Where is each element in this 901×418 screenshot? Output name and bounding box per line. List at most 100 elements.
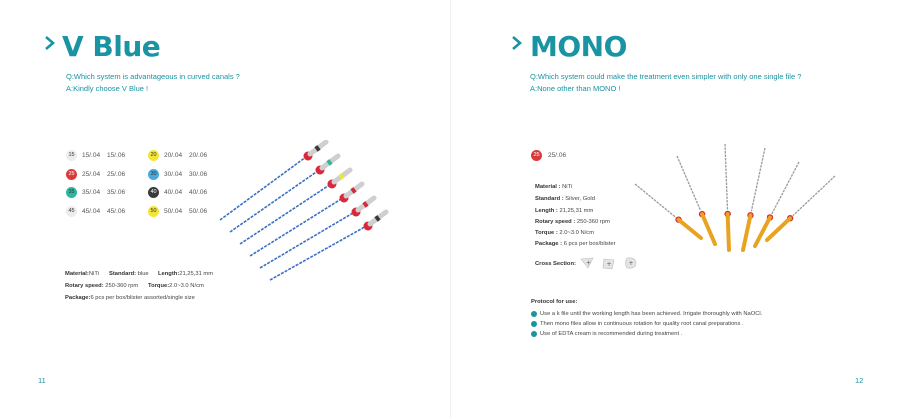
file-shaft (239, 181, 335, 245)
size-label: 40/.06 (189, 189, 208, 196)
file-handle (725, 211, 731, 252)
spec-package: Package : 6 pcs per box/blister (535, 241, 616, 247)
bullet-icon (531, 311, 537, 317)
protocol-heading: Protocol for use: (531, 299, 578, 305)
size-label: 45/.04 (82, 208, 101, 215)
file-shaft (792, 175, 836, 217)
file-shaft (259, 209, 359, 269)
file-color-band (350, 187, 357, 194)
size-row: 15 15/.04 15/.06 (66, 150, 146, 164)
page-title: V Blue (62, 30, 161, 63)
file-color-band (326, 159, 333, 166)
left-page: V Blue Q:Which system is advantageous in… (0, 0, 450, 418)
file-shaft (229, 167, 323, 233)
size-label: 25/.04 (82, 171, 101, 178)
size-label: 45/.06 (107, 208, 126, 215)
spec-rotary-speed: Rotary speed : 250-360 rpm (535, 219, 610, 225)
page-spine (450, 0, 451, 418)
size-row: 25 25/.06 (531, 150, 591, 164)
size-label: 15/.06 (107, 152, 126, 159)
file-shaft (634, 183, 677, 218)
size-dot: 25 (66, 169, 77, 180)
file-shaft (219, 153, 311, 221)
file-color-band (314, 145, 321, 152)
size-row: 20 20/.04 20/.06 (148, 150, 228, 164)
spec-torque: Torque : 2.0~3.0 N/cm (535, 230, 595, 236)
size-label: 25/.06 (548, 152, 567, 159)
answer-text: A:Kindly choose V Blue ! (66, 84, 149, 93)
size-row: 25 25/.04 25/.06 (66, 169, 146, 183)
spec-length: Length:21,25,31 mm (158, 271, 214, 277)
size-dot: 40 (148, 187, 159, 198)
file-shaft (269, 223, 371, 281)
page-number: 11 (38, 376, 46, 385)
file-shaft (676, 155, 702, 211)
file-shaft (771, 161, 800, 215)
size-dot: 45 (66, 206, 77, 217)
answer-text: A:None other than MONO ! (530, 84, 621, 93)
file-handle (753, 215, 772, 248)
file-color-band (374, 215, 381, 222)
bullet-icon (531, 321, 537, 327)
svg-text:+: + (629, 260, 634, 267)
file-handle (700, 212, 717, 246)
spec-package: Package:6 pcs per box/blister assorted/s… (65, 295, 195, 301)
size-label: 50/.06 (189, 208, 208, 215)
protocol-item-text: Use a k file until the working length ha… (540, 311, 763, 317)
size-label: 30/.06 (189, 171, 208, 178)
size-row: 30 30/.04 30/.06 (148, 169, 228, 183)
protocol-item-text: Then mono files allow in continuous rota… (540, 321, 744, 327)
file-shaft (724, 143, 729, 210)
file-color-band (338, 173, 345, 180)
right-page: MONO Q:Which system could make the treat… (451, 0, 901, 418)
svg-text:+: + (586, 260, 591, 267)
spec-rotary-speed: Rotary speed: 250-360 rpm (65, 283, 139, 289)
question-text: Q:Which system is advantageous in curved… (66, 72, 240, 81)
file-handle (741, 213, 753, 252)
size-label: 15/.04 (82, 152, 101, 159)
cross-section-icon: + (601, 257, 617, 271)
size-row: 45 45/.04 45/.06 (66, 206, 146, 220)
file-color-band (362, 201, 369, 208)
size-dot: 25 (531, 150, 542, 161)
size-dot: 30 (148, 169, 159, 180)
size-row: 40 40/.04 40/.06 (148, 187, 228, 201)
chevron-right-icon (44, 36, 56, 50)
cross-section-label: Cross Section: (535, 261, 576, 267)
page-title: MONO (530, 30, 627, 63)
cross-section-icon: + (579, 256, 595, 270)
mono-files-illustration (634, 143, 836, 252)
spec-torque: Torque:2.0~3.0 N/cm (148, 283, 204, 289)
bullet-icon (531, 331, 537, 337)
size-label: 35/.04 (82, 189, 101, 196)
size-row: 50 50/.04 50/.06 (148, 206, 228, 220)
size-label: 20/.04 (164, 152, 183, 159)
size-label: 30/.04 (164, 171, 183, 178)
page-number: 12 (855, 376, 864, 385)
file-handle (765, 216, 793, 242)
size-dot: 20 (148, 150, 159, 161)
question-text: Q:Which system could make the treatment … (530, 72, 802, 81)
spec-standard: Standard: blue (109, 271, 149, 277)
size-dot: 35 (66, 187, 77, 198)
spec-standard: Standard : Silver, Gold (535, 196, 595, 202)
cross-section-icon: + (623, 256, 639, 270)
vblue-files-illustration (219, 140, 389, 281)
file-shaft (249, 195, 347, 257)
size-row: 35 35/.04 35/.06 (66, 187, 146, 201)
size-label: 40/.04 (164, 189, 183, 196)
size-dot: 15 (66, 150, 77, 161)
size-label: 20/.06 (189, 152, 208, 159)
spec-length: Length : 21,25,31 mm (535, 208, 594, 214)
spec-material: Material : NiTi (535, 184, 573, 190)
size-dot: 50 (148, 206, 159, 217)
chevron-right-icon (511, 36, 523, 50)
file-handle (676, 217, 703, 240)
file-shaft (750, 147, 766, 212)
size-label: 25/.06 (107, 171, 126, 178)
svg-text:+: + (607, 261, 612, 268)
size-label: 50/.04 (164, 208, 183, 215)
spec-material: Material:NiTi (65, 271, 99, 277)
size-label: 35/.06 (107, 189, 126, 196)
protocol-item-text: Use of EDTA cream is recommended during … (540, 331, 683, 337)
